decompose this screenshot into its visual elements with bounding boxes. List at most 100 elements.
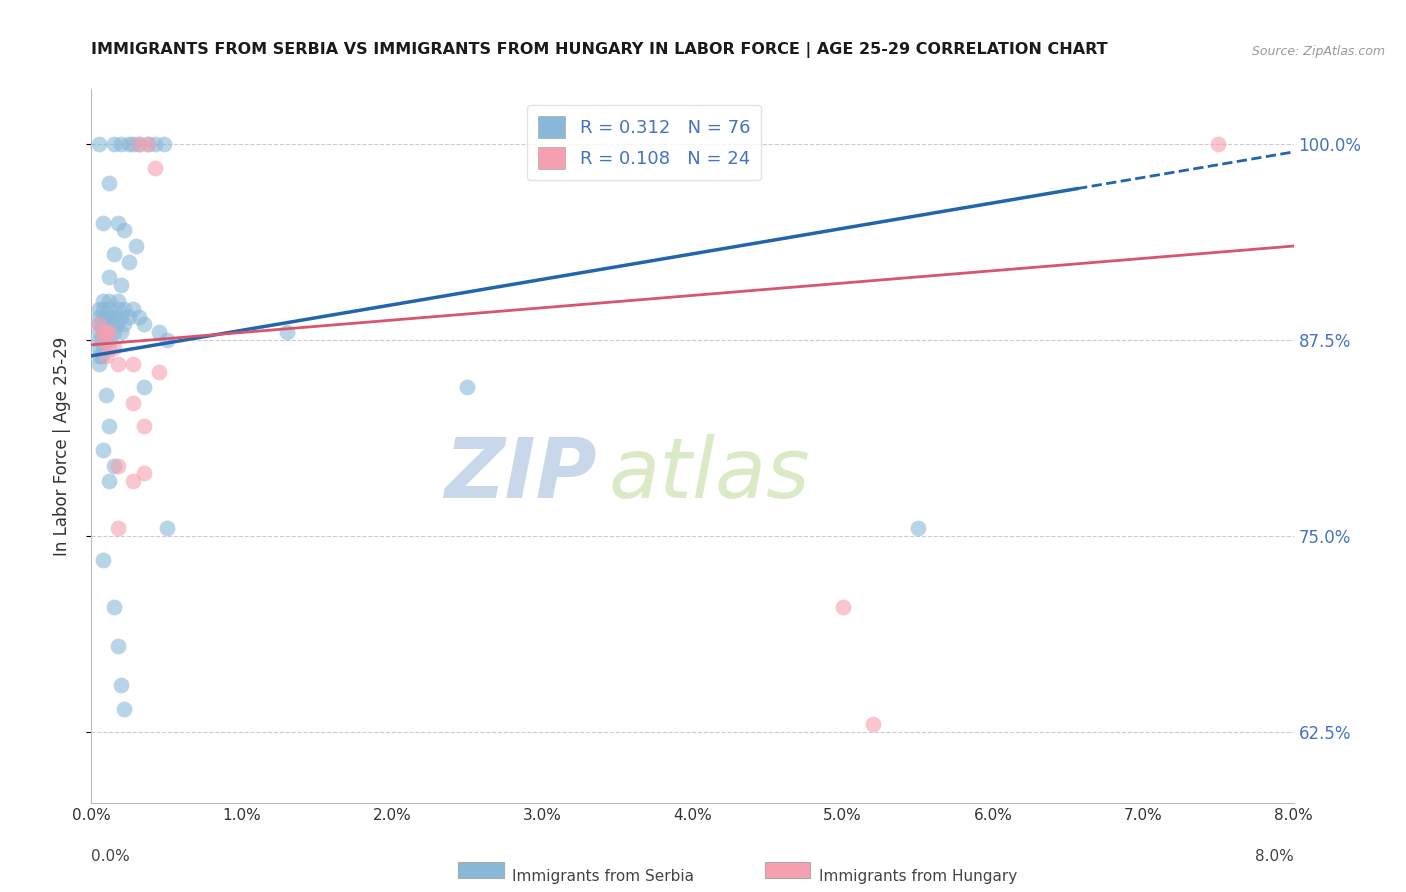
Point (276, 326, 298, 340)
Point (87, 349, 110, 363)
Point (87, 137, 110, 152)
Point (122, 475, 145, 489)
Point (143, 137, 166, 152)
Point (87, 341, 110, 355)
Point (132, 380, 155, 394)
FancyBboxPatch shape (765, 862, 810, 878)
Point (152, 137, 174, 152)
Point (107, 639, 129, 653)
Text: IMMIGRANTS FROM SERBIA VS IMMIGRANTS FROM HUNGARY IN LABOR FORCE | AGE 25-29 COR: IMMIGRANTS FROM SERBIA VS IMMIGRANTS FRO… (91, 42, 1108, 58)
Point (98, 293, 121, 308)
Y-axis label: In Labor Force | Age 25-29: In Labor Force | Age 25-29 (52, 336, 70, 556)
Point (96, 310, 118, 324)
Point (87, 326, 110, 340)
Text: ZIP: ZIP (444, 434, 596, 515)
Point (93, 293, 115, 308)
Point (107, 521, 129, 535)
Point (96, 388, 118, 402)
Point (103, 341, 125, 355)
Point (110, 326, 132, 340)
Point (98, 475, 121, 489)
Point (100, 318, 122, 332)
Point (96, 318, 118, 332)
Point (98, 270, 121, 285)
Point (103, 247, 125, 261)
Text: 8.0%: 8.0% (1254, 849, 1294, 864)
Point (831, 599, 853, 614)
Point (87, 318, 110, 332)
Point (93, 333, 115, 347)
Point (87, 333, 110, 347)
Point (155, 521, 177, 535)
Point (114, 702, 136, 716)
Point (907, 521, 929, 535)
Point (148, 364, 170, 378)
Point (87, 301, 110, 316)
Point (128, 137, 150, 152)
Point (93, 442, 115, 457)
Point (456, 380, 478, 394)
Point (93, 326, 115, 340)
Point (138, 137, 160, 152)
Point (110, 278, 132, 293)
Point (103, 326, 125, 340)
Point (155, 333, 177, 347)
Point (98, 326, 121, 340)
Point (98, 333, 121, 347)
Point (143, 161, 166, 175)
Point (98, 419, 121, 434)
Point (122, 396, 145, 410)
Text: atlas: atlas (609, 434, 810, 515)
Text: 0.0%: 0.0% (91, 849, 131, 864)
Point (93, 301, 115, 316)
Point (114, 318, 136, 332)
Point (93, 215, 115, 229)
Point (93, 341, 115, 355)
Point (132, 467, 155, 481)
Point (87, 357, 110, 371)
Point (128, 137, 150, 152)
Point (90, 349, 112, 363)
Point (1208, 137, 1230, 152)
Point (132, 318, 155, 332)
Point (107, 458, 129, 473)
Point (96, 349, 118, 363)
Point (118, 137, 141, 152)
Point (98, 301, 121, 316)
Point (103, 310, 125, 324)
Point (96, 326, 118, 340)
Point (122, 357, 145, 371)
Point (87, 318, 110, 332)
Point (93, 552, 115, 566)
Point (107, 357, 129, 371)
Text: Immigrants from Hungary: Immigrants from Hungary (818, 869, 1017, 884)
Point (103, 599, 125, 614)
Point (118, 310, 141, 324)
Point (90, 333, 112, 347)
Point (98, 176, 121, 190)
Text: Source: ZipAtlas.com: Source: ZipAtlas.com (1251, 45, 1385, 58)
Point (107, 293, 129, 308)
Point (125, 239, 148, 253)
Point (107, 301, 129, 316)
Point (98, 341, 121, 355)
Point (96, 326, 118, 340)
Point (98, 310, 121, 324)
Point (118, 254, 141, 268)
Point (114, 223, 136, 237)
Point (128, 310, 150, 324)
Point (862, 717, 884, 731)
Point (138, 137, 160, 152)
Point (96, 333, 118, 347)
Point (110, 678, 132, 692)
Point (103, 137, 125, 152)
Point (87, 310, 110, 324)
Point (122, 301, 145, 316)
Text: Immigrants from Serbia: Immigrants from Serbia (512, 869, 695, 884)
Point (103, 458, 125, 473)
Point (110, 310, 132, 324)
Point (122, 137, 145, 152)
Point (93, 326, 115, 340)
Point (110, 137, 132, 152)
FancyBboxPatch shape (458, 862, 503, 878)
